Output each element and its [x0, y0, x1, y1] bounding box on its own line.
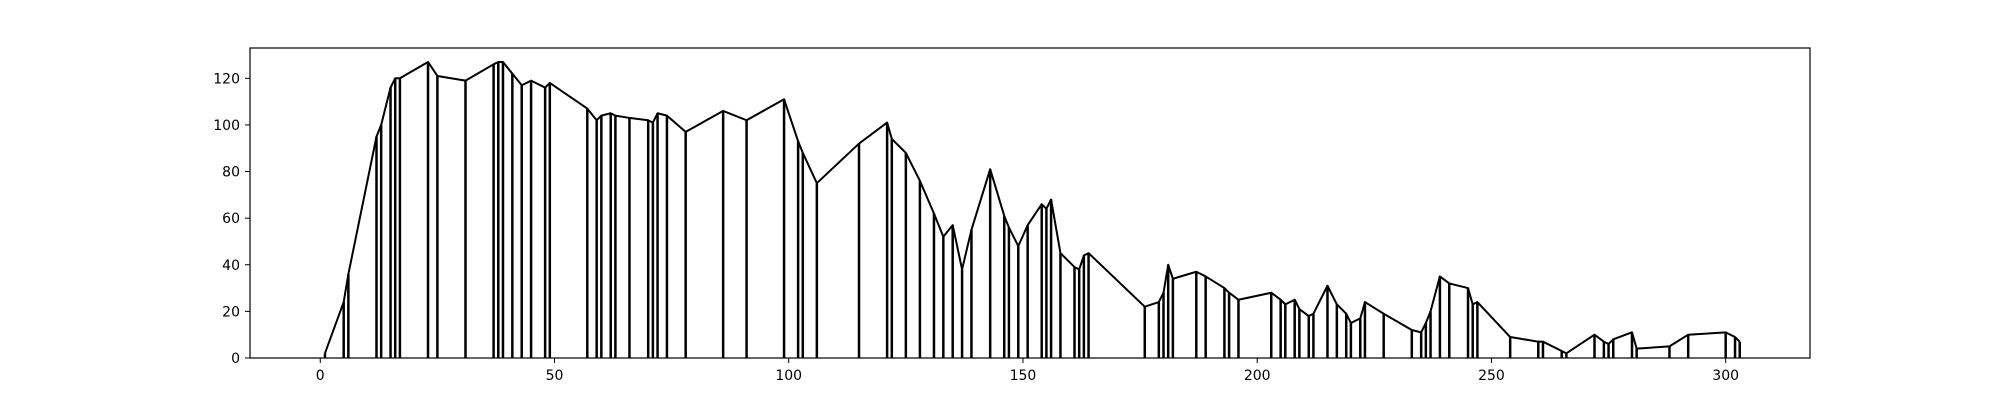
y-tick-label: 0	[231, 351, 240, 367]
x-tick-label: 150	[1010, 368, 1037, 384]
y-tick-label: 120	[213, 71, 240, 87]
x-tick-label: 300	[1712, 368, 1739, 384]
y-axis: 0 20 40 60 80 100 120	[213, 71, 250, 367]
plot-area	[323, 60, 1741, 358]
y-tick-label: 60	[222, 211, 240, 227]
x-tick-label: 50	[546, 368, 564, 384]
x-tick-label: 100	[775, 368, 802, 384]
x-tick-label: 250	[1478, 368, 1505, 384]
x-tick-label: 0	[316, 368, 325, 384]
y-tick-label: 100	[213, 118, 240, 134]
x-axis: 0 50 100 150 200 250 300	[316, 358, 1739, 384]
y-tick-label: 80	[222, 165, 240, 181]
x-tick-label: 200	[1244, 368, 1271, 384]
series-line	[324, 60, 1741, 355]
y-tick-label: 20	[222, 304, 240, 320]
plot-frame	[249, 47, 1811, 359]
y-tick-label: 40	[222, 258, 240, 274]
